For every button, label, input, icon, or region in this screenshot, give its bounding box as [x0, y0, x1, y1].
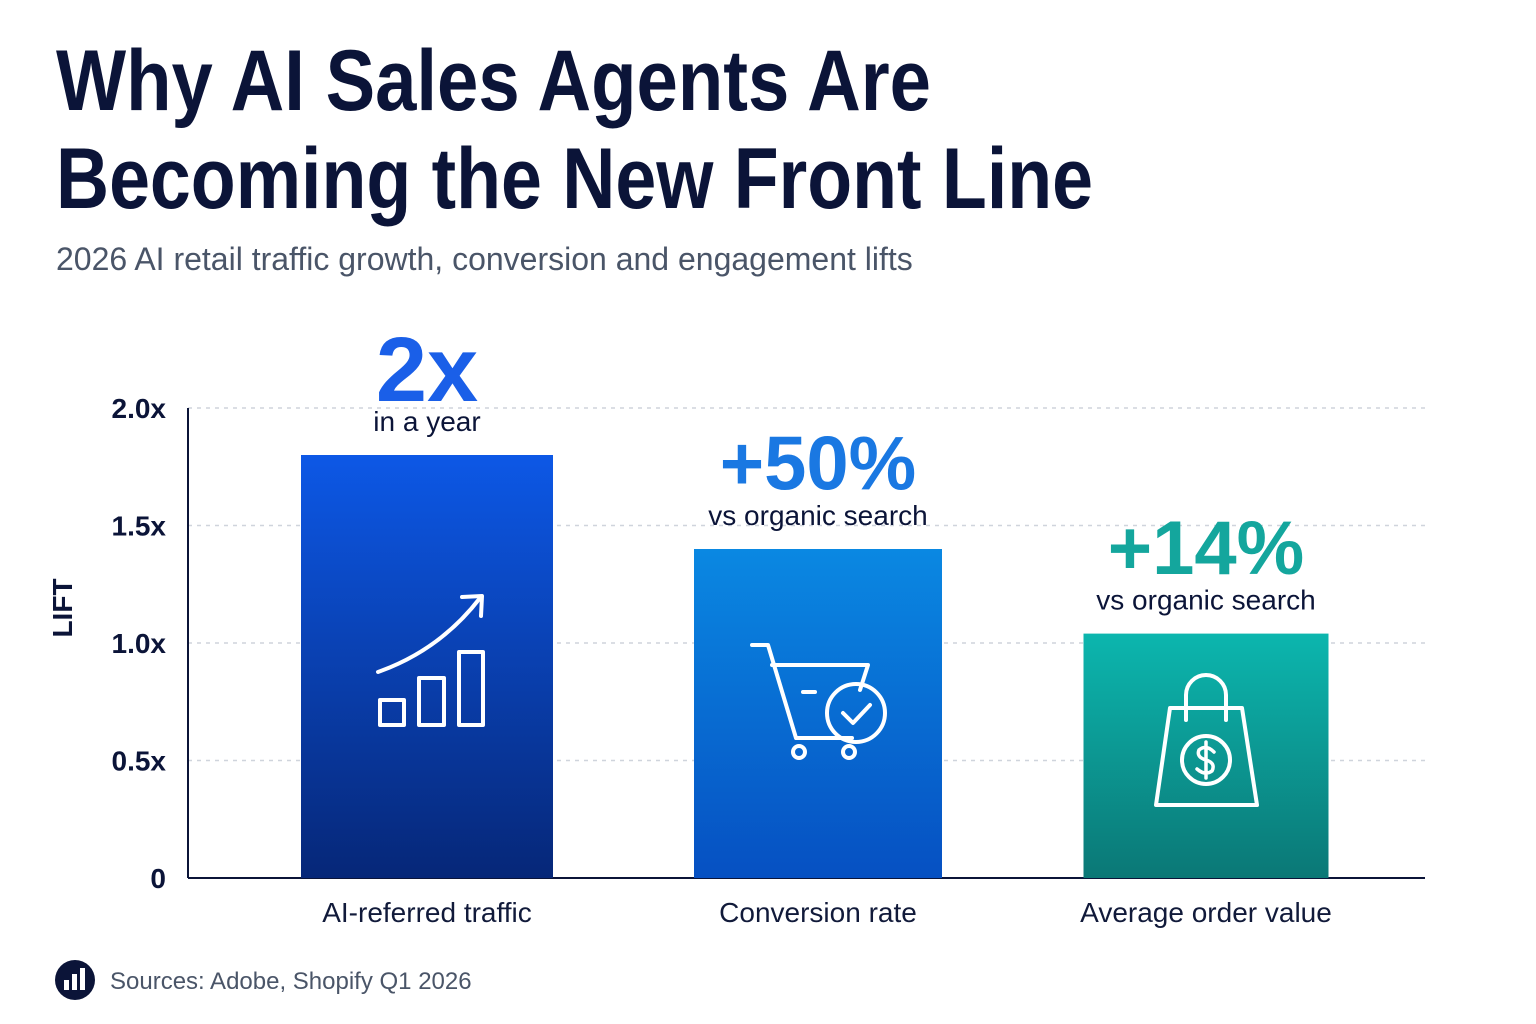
- x-tick-label: AI-referred traffic: [322, 897, 532, 928]
- chart-title: Becoming the New Front Line: [56, 131, 1093, 227]
- icons: [376, 594, 1259, 807]
- annotation-value: +14%: [1108, 506, 1305, 591]
- cart-icon: [750, 643, 887, 760]
- chart-title: Why AI Sales Agents Are: [56, 33, 931, 129]
- x-tick-label: Conversion rate: [719, 897, 917, 928]
- x-tick-label: Average order value: [1080, 897, 1332, 928]
- bar: [694, 549, 942, 878]
- source: Sources: Adobe, Shopify Q1 2026: [110, 968, 472, 995]
- annotation-note: in a year: [373, 406, 480, 437]
- y-tick-label: 0.5x: [112, 746, 167, 777]
- bar: [301, 455, 553, 878]
- source-icon: [80, 968, 85, 990]
- annotation-note: vs organic search: [1096, 585, 1315, 616]
- annotation-value: +50%: [720, 421, 917, 506]
- annotation-value: 2x: [376, 319, 478, 421]
- source-icon: [72, 974, 77, 990]
- bag-icon: [1154, 673, 1259, 807]
- plot-area: 0 0.5x 1.0x 1.5x 2.0x AI-referred traffic 2xin…: [112, 319, 1425, 928]
- growth-icon: [376, 594, 485, 727]
- y-axis-label: LIFT: [47, 578, 78, 637]
- y-tick-label: 2.0x: [112, 393, 167, 424]
- chart-subtitle: 2026 AI retail traffic growth, conversio…: [56, 241, 913, 277]
- source-icon: [64, 980, 69, 990]
- y-tick-label: 1.5x: [112, 511, 167, 542]
- annotation-note: vs organic search: [708, 500, 927, 531]
- y-tick-label: 1.0x: [112, 628, 167, 659]
- y-tick-label: 0: [150, 863, 166, 894]
